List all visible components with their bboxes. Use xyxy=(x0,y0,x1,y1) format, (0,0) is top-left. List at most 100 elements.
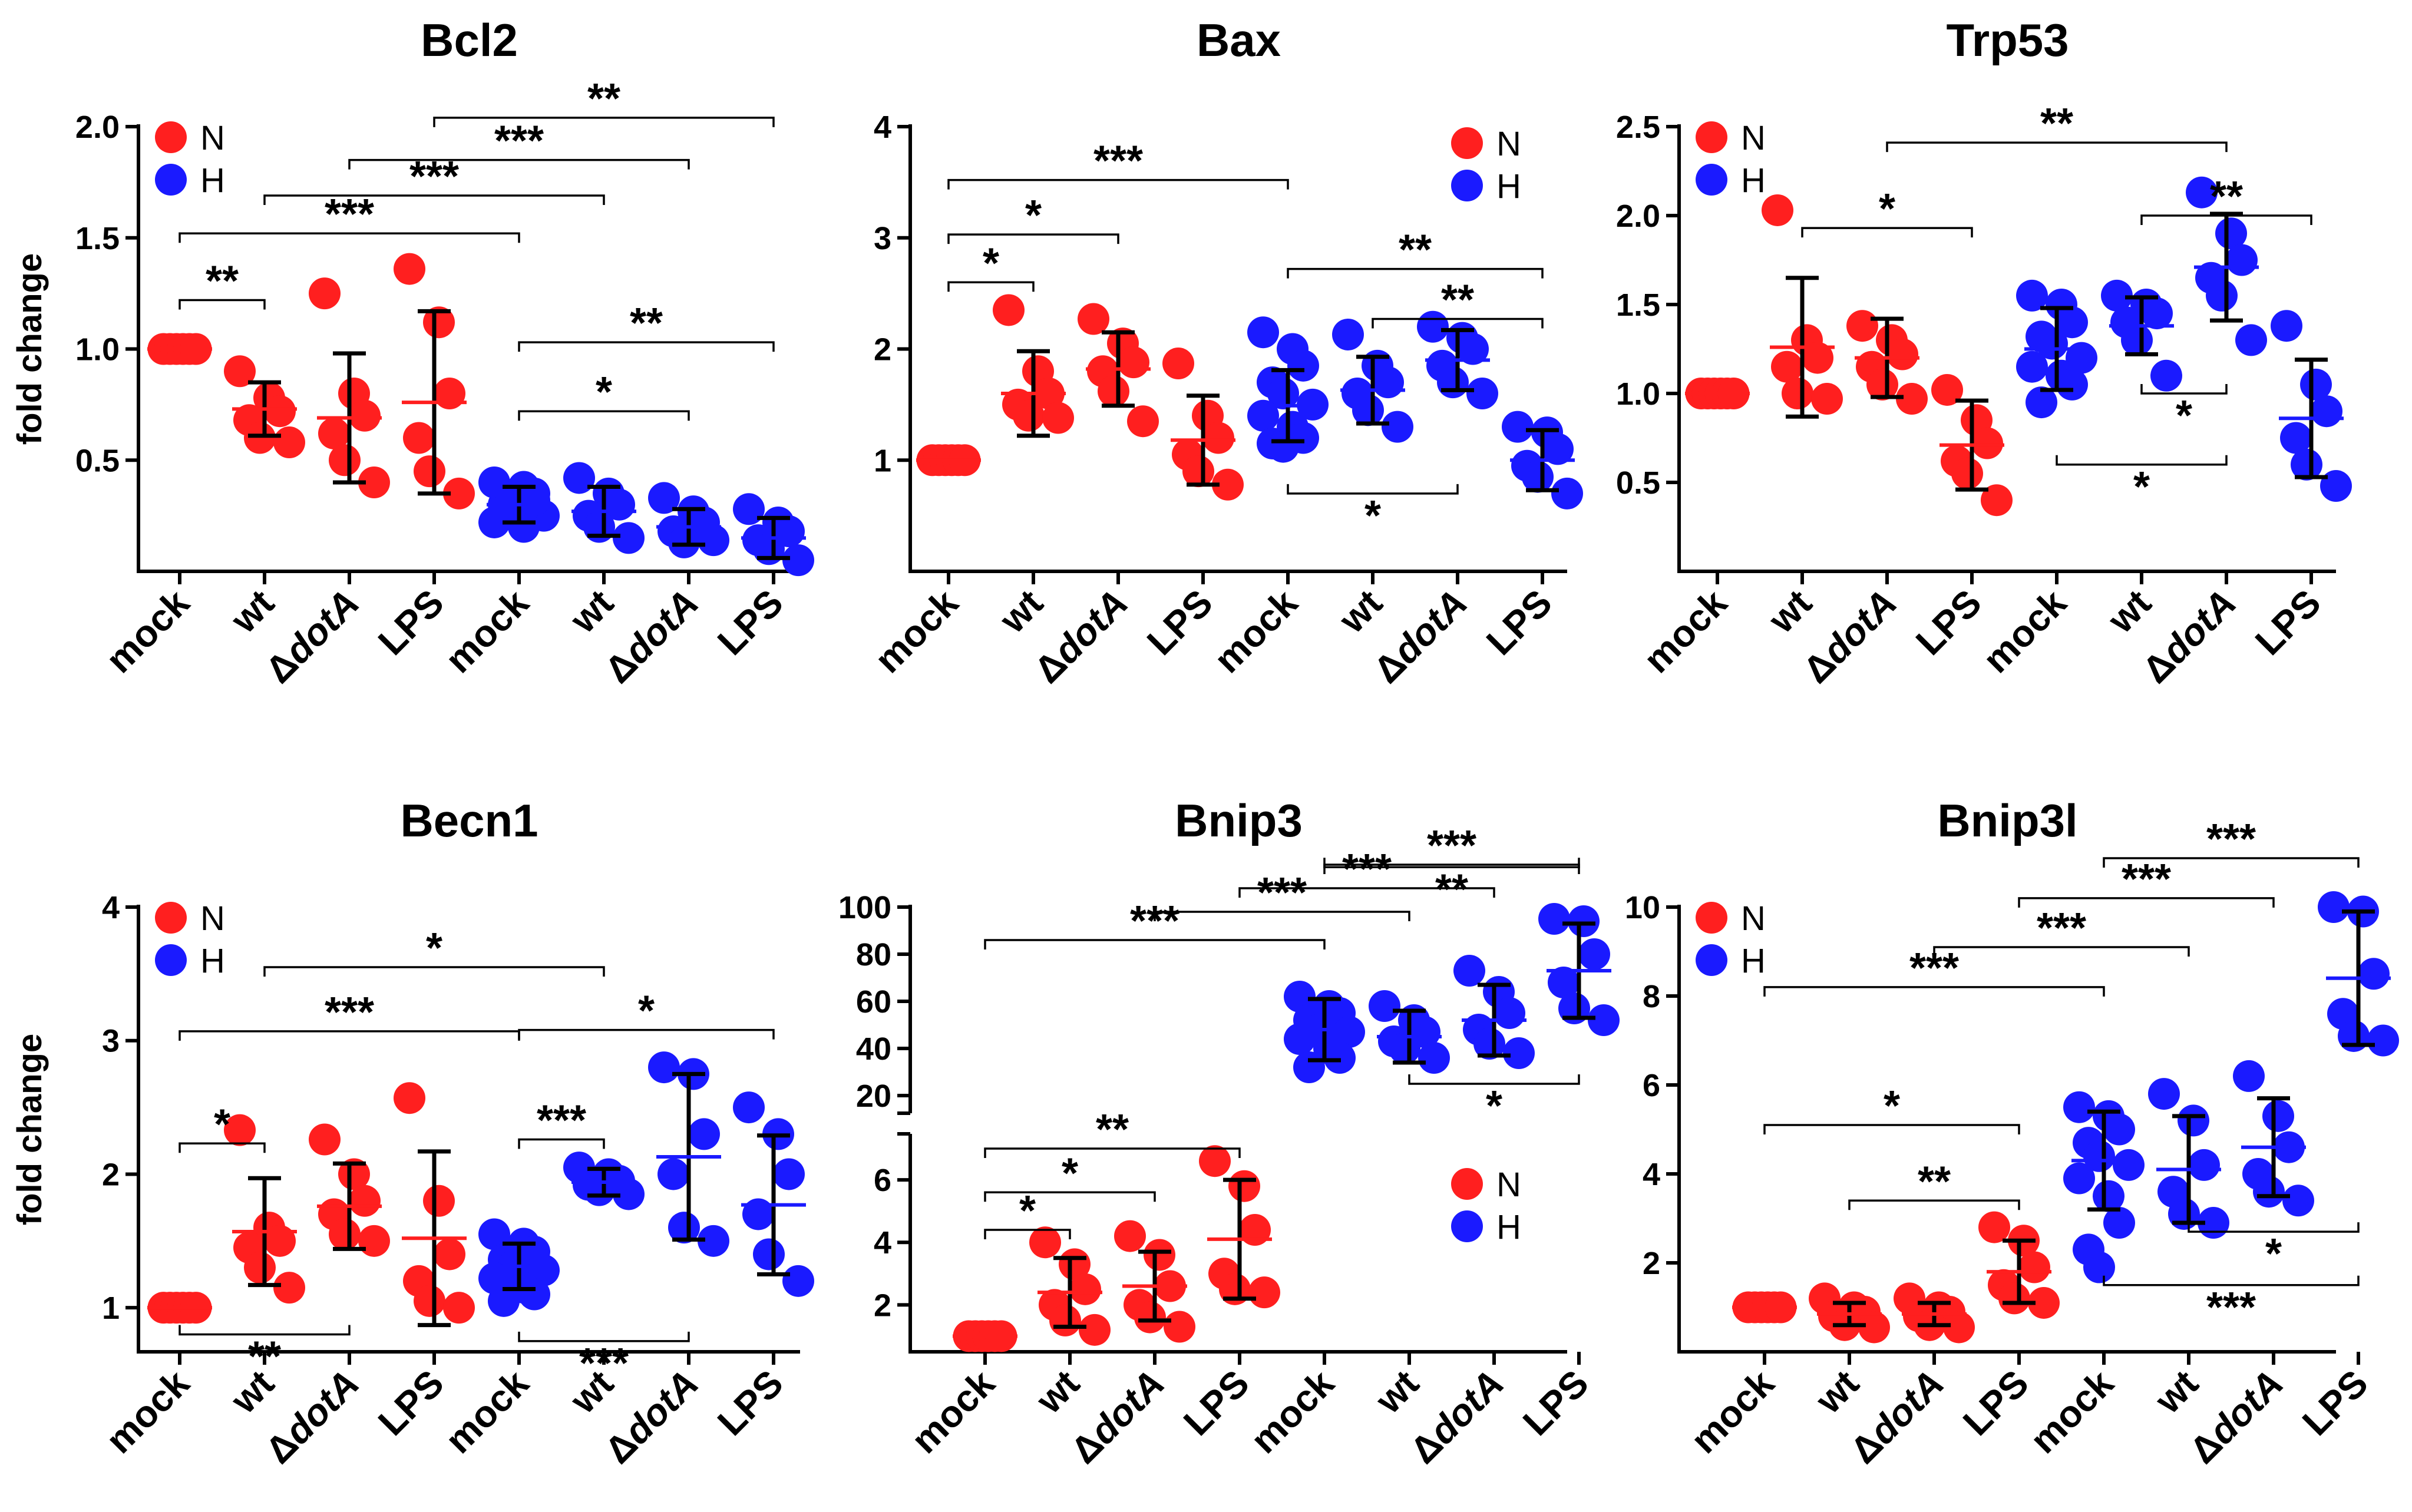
group-7 xyxy=(1502,411,1583,509)
legend: NH xyxy=(1696,899,1766,980)
bracket-line xyxy=(1408,1074,1580,1085)
data-point xyxy=(403,422,435,454)
data-point xyxy=(1502,411,1534,443)
data-point xyxy=(648,1051,680,1084)
legend-label-h: H xyxy=(1496,1208,1521,1246)
y-tick-label: 1 xyxy=(102,1291,120,1326)
data-point xyxy=(318,417,350,449)
group-0 xyxy=(147,333,212,365)
significance-bracket: ** xyxy=(1848,1158,2020,1210)
axes xyxy=(125,124,800,584)
data-point xyxy=(244,422,276,454)
data-point xyxy=(434,378,465,409)
data-point xyxy=(2262,1100,2294,1132)
group-3 xyxy=(1978,1211,2060,1319)
legend-marker-h xyxy=(1451,1210,1483,1242)
significance-label: * xyxy=(1062,1150,1078,1197)
y-tick-label: 2 xyxy=(1643,1246,1660,1281)
significance-label: ** xyxy=(630,300,663,347)
data-point xyxy=(2063,1091,2095,1123)
y-tick-label: 1 xyxy=(874,443,891,478)
y-tick-label: 2.5 xyxy=(1616,110,1660,145)
group-2 xyxy=(309,277,390,498)
y-tick-label: 4 xyxy=(874,110,891,145)
data-point xyxy=(1866,368,1898,401)
data-point xyxy=(1247,316,1279,349)
legend-label-n: N xyxy=(200,899,225,938)
data-point xyxy=(224,1114,256,1146)
data-point xyxy=(2282,1185,2314,1217)
data-point xyxy=(1548,967,1580,998)
bracket-line xyxy=(984,1191,1156,1202)
significance-label: *** xyxy=(494,118,544,165)
y-tick-label: 8 xyxy=(1643,979,1660,1014)
data-point xyxy=(2150,359,2182,392)
data-point xyxy=(2018,1251,2050,1283)
axes xyxy=(1666,124,2336,584)
data-point xyxy=(613,522,645,554)
data-point xyxy=(1568,905,1600,937)
significance-label: * xyxy=(1879,186,1895,233)
group-5 xyxy=(2148,1078,2229,1239)
significance-bracket: * xyxy=(1408,1074,1580,1130)
y-tick-label: 1.5 xyxy=(1616,287,1660,323)
x-tick-label: LPS xyxy=(2294,1362,2376,1444)
bracket-line xyxy=(2188,1222,2360,1233)
bracket-line xyxy=(984,1147,1241,1158)
data-point xyxy=(2036,327,2068,360)
axes xyxy=(1666,905,2360,1365)
group-5 xyxy=(563,1152,645,1210)
significance-bracket: ** xyxy=(179,1325,351,1381)
x-tick-label: mock xyxy=(1243,1362,1342,1461)
data-point xyxy=(993,294,1025,326)
x-tick-label: wt xyxy=(1807,1362,1867,1422)
legend-marker-n xyxy=(155,121,187,153)
significance-label: ** xyxy=(1918,1158,1951,1205)
y-tick-label: 80 xyxy=(856,937,891,972)
data-point xyxy=(1858,1311,1890,1344)
legend-marker-n xyxy=(1696,121,1727,153)
data-point xyxy=(2168,1197,2200,1230)
data-point xyxy=(1069,1273,1101,1305)
significance-label: *** xyxy=(537,1097,586,1144)
group-3 xyxy=(1199,1145,1280,1309)
data-point xyxy=(273,1272,305,1304)
x-tick-label: mock xyxy=(867,581,966,681)
data-point xyxy=(1503,1037,1535,1069)
group-2 xyxy=(309,1123,390,1257)
x-tick-label: LPS xyxy=(2247,581,2329,663)
data-point xyxy=(2028,1286,2060,1319)
data-point xyxy=(698,1225,729,1257)
data-point xyxy=(2113,1149,2145,1181)
bracket-line xyxy=(179,1325,351,1336)
data-point xyxy=(2300,368,2332,401)
data-point xyxy=(1267,378,1299,409)
data-point xyxy=(2056,368,2088,401)
significance-label: *** xyxy=(1093,138,1143,185)
group-1 xyxy=(1029,1226,1111,1346)
bracket-line xyxy=(433,117,775,127)
data-point xyxy=(657,1158,689,1190)
data-point xyxy=(1998,1282,2030,1315)
y-tick-label: 3 xyxy=(102,1024,120,1059)
x-tick-label: wt xyxy=(991,581,1051,641)
significance-label: * xyxy=(2176,392,2192,439)
data-point xyxy=(613,1178,645,1210)
significance-label: *** xyxy=(1130,898,1179,945)
data-point xyxy=(2083,1251,2115,1283)
x-tick-label: ΔdotA xyxy=(257,581,366,691)
bracket-line xyxy=(947,233,1119,244)
significance-label: * xyxy=(426,925,442,972)
data-point xyxy=(1551,477,1583,509)
legend-marker-h xyxy=(155,944,187,976)
group-6 xyxy=(1453,955,1535,1069)
data-point xyxy=(1114,1220,1146,1252)
group-4 xyxy=(1284,981,1365,1083)
bracket-line xyxy=(179,299,266,310)
x-tick-label: wt xyxy=(561,581,622,641)
data-point xyxy=(2291,448,2322,481)
significance-bracket: * xyxy=(2140,384,2228,439)
x-tick-label: mock xyxy=(903,1362,1003,1461)
data-point xyxy=(518,484,550,517)
